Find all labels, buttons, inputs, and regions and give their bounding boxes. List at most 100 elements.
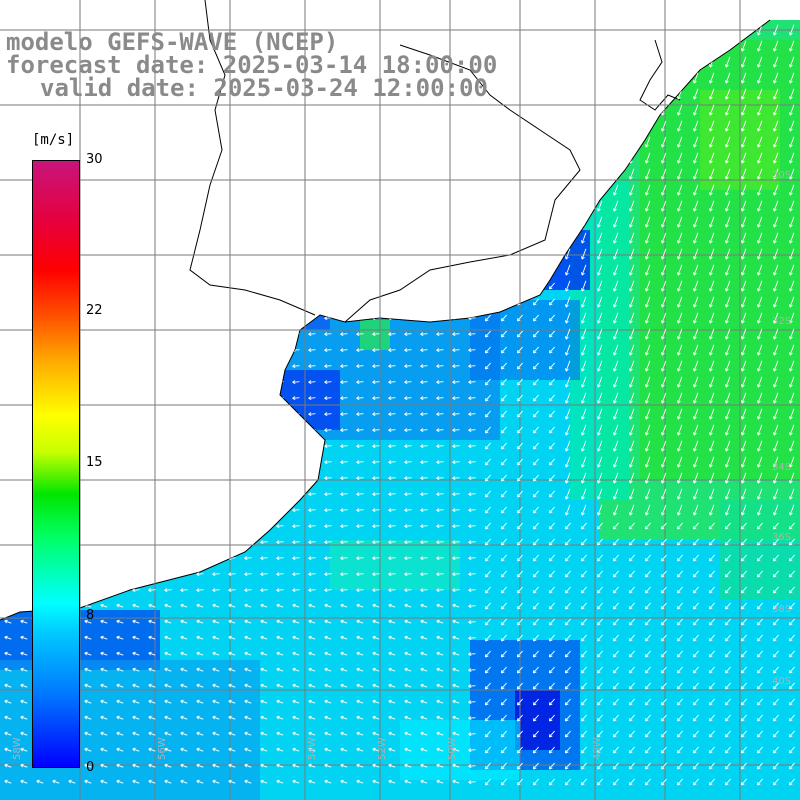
wind-arrow bbox=[788, 746, 795, 754]
wind-arrow bbox=[484, 394, 491, 402]
wind-arrow bbox=[661, 328, 667, 340]
wind-arrow bbox=[20, 667, 28, 672]
wind-arrow bbox=[677, 280, 683, 292]
wind-arrow bbox=[372, 603, 380, 608]
wind-arrow bbox=[724, 522, 731, 530]
wind-arrow bbox=[597, 488, 603, 500]
wind-arrow bbox=[548, 762, 555, 770]
wind-arrow bbox=[180, 763, 188, 768]
wind-arrow bbox=[741, 296, 747, 308]
wind-arrow bbox=[661, 312, 667, 324]
wind-arrow bbox=[661, 264, 667, 276]
wind-arrow bbox=[612, 634, 619, 642]
wind-arrow bbox=[308, 364, 316, 369]
wind-arrow bbox=[420, 396, 428, 401]
wind-arrow bbox=[308, 492, 316, 497]
wind-arrow bbox=[276, 524, 284, 529]
wind-arrow bbox=[132, 667, 140, 672]
wind-arrow bbox=[276, 635, 284, 640]
wind-arrow bbox=[212, 603, 220, 608]
wind-arrow bbox=[308, 380, 316, 385]
wind-arrow bbox=[164, 651, 172, 656]
wind-arrow bbox=[324, 380, 332, 385]
forecast-date: forecast date: 2025-03-14 18:00:00 bbox=[6, 51, 498, 79]
wind-arrow bbox=[645, 136, 651, 148]
wind-arrow bbox=[388, 588, 396, 593]
wind-arrow bbox=[597, 456, 603, 468]
wind-arrow bbox=[100, 699, 108, 704]
wind-arrow bbox=[548, 714, 555, 722]
wind-arrow bbox=[20, 715, 28, 720]
wind-arrow bbox=[388, 460, 396, 465]
wind-arrow bbox=[564, 538, 571, 546]
wind-arrow bbox=[597, 504, 603, 516]
wind-arrow bbox=[548, 554, 555, 562]
wind-arrow bbox=[788, 698, 795, 706]
wind-arrow bbox=[677, 152, 683, 164]
wind-arrow bbox=[420, 460, 428, 465]
wind-arrow bbox=[741, 216, 747, 228]
wind-arrow bbox=[597, 440, 603, 452]
wind-arrow bbox=[324, 396, 332, 401]
wind-arrow bbox=[741, 456, 747, 468]
wind-arrow bbox=[644, 618, 651, 626]
lat-label: 38S bbox=[772, 604, 791, 615]
wind-arrow bbox=[100, 715, 108, 720]
wind-arrow bbox=[100, 635, 108, 640]
wind-arrow bbox=[340, 364, 348, 369]
wind-arrow bbox=[340, 524, 348, 529]
wind-arrow bbox=[708, 538, 715, 546]
wind-arrow bbox=[740, 778, 747, 786]
wind-arrow bbox=[741, 72, 747, 84]
wind-arrow bbox=[212, 651, 220, 656]
wind-arrow bbox=[116, 779, 124, 784]
wind-arrow bbox=[468, 748, 476, 753]
wind-arrow bbox=[436, 715, 444, 720]
wind-arrow bbox=[773, 312, 779, 324]
wind-arrow bbox=[532, 634, 539, 642]
wind-arrow bbox=[148, 683, 156, 688]
wind-arrow bbox=[212, 667, 220, 672]
wind-arrow bbox=[212, 588, 220, 593]
wind-arrow bbox=[645, 312, 651, 324]
wind-arrow bbox=[180, 747, 188, 752]
wind-arrow bbox=[292, 380, 300, 385]
wind-arrow bbox=[356, 588, 364, 593]
wind-arrow bbox=[565, 392, 571, 404]
wind-arrow bbox=[725, 328, 731, 340]
wind-arrow bbox=[756, 730, 763, 738]
wind-arrow bbox=[693, 72, 699, 84]
wind-arrow bbox=[324, 348, 332, 353]
wind-arrow bbox=[516, 330, 523, 338]
wind-arrow bbox=[292, 364, 300, 369]
wind-arrow bbox=[773, 456, 779, 468]
wind-arrow bbox=[500, 538, 507, 546]
wind-arrow bbox=[500, 666, 507, 674]
wind-arrow bbox=[789, 360, 795, 372]
wind-arrow bbox=[292, 667, 300, 672]
wind-arrow bbox=[741, 408, 747, 420]
wind-arrow bbox=[772, 554, 779, 562]
wind-arrow bbox=[532, 618, 539, 626]
wind-arrow bbox=[645, 168, 651, 180]
wind-arrow bbox=[692, 730, 699, 738]
wind-arrow bbox=[676, 634, 683, 642]
wind-arrow bbox=[772, 746, 779, 754]
wind-arrow bbox=[709, 456, 715, 468]
wind-arrow bbox=[388, 332, 396, 337]
wind-arrow bbox=[84, 763, 92, 768]
wind-arrow bbox=[789, 200, 795, 212]
wind-arrow bbox=[645, 264, 651, 276]
wind-arrow bbox=[516, 442, 523, 450]
wind-arrow bbox=[324, 715, 332, 720]
wind-arrow bbox=[292, 572, 300, 577]
wind-arrow bbox=[613, 280, 619, 292]
wind-arrow bbox=[597, 408, 603, 420]
wind-arrow bbox=[260, 572, 268, 577]
wind-arrow bbox=[613, 296, 619, 308]
wind-arrow bbox=[404, 540, 412, 545]
wind-arrow bbox=[565, 408, 571, 420]
wind-arrow bbox=[677, 392, 683, 404]
wind-arrow bbox=[789, 264, 795, 276]
wind-arrow bbox=[532, 698, 539, 706]
